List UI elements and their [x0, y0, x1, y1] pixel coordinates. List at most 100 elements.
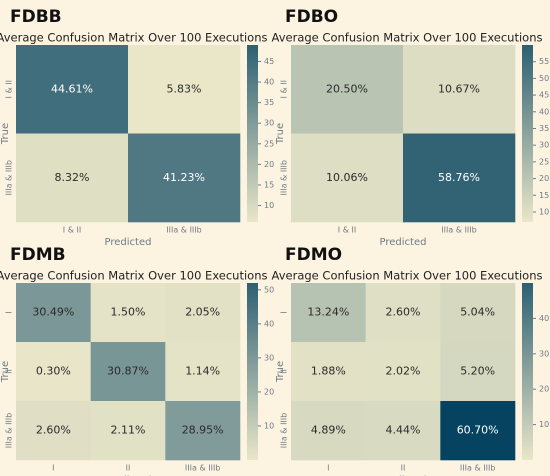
- panel: FDBO Average Confusion Matrix Over 100 Ex…: [272, 7, 550, 248]
- heatmap-cell: [403, 133, 516, 223]
- y-tick-label: IIIa & IIIb: [5, 413, 14, 448]
- colorbar-tick-label: 50: [539, 74, 549, 83]
- heatmap-cell: [90, 342, 166, 402]
- value-label: 20.50%: [326, 82, 368, 95]
- heatmap-cell: [291, 401, 366, 461]
- heatmap-cell: [16, 45, 129, 134]
- y-axis-label: True: [0, 361, 11, 383]
- y-tick-label: II: [5, 369, 14, 374]
- colorbar: [247, 45, 258, 222]
- panel-label: FDMO: [285, 245, 342, 265]
- heatmap-cell: [165, 401, 241, 461]
- panel: FDMB Average Confusion Matrix Over 100 Ex…: [0, 245, 274, 476]
- heatmap-cell: [440, 283, 516, 343]
- heatmap-cell: [165, 283, 241, 343]
- colorbar-tick-label: 10: [264, 421, 274, 430]
- value-label: 0.30%: [36, 365, 71, 378]
- value-label: 8.32%: [55, 171, 90, 184]
- value-label: 1.14%: [185, 365, 220, 378]
- colorbar-tick-label: 25: [539, 157, 549, 166]
- colorbar: [522, 45, 533, 222]
- heatmap-cell: [365, 342, 441, 402]
- panel-label: FDMB: [10, 245, 66, 265]
- x-tick-label: II: [126, 464, 131, 473]
- value-label: 60.70%: [457, 424, 499, 437]
- x-axis-label: Predicted: [105, 237, 152, 248]
- value-label: 30.87%: [107, 365, 149, 378]
- colorbar-tick-label: 30: [264, 119, 274, 128]
- value-label: 2.60%: [386, 306, 421, 319]
- y-tick-label: IIIa & IIIb: [280, 160, 289, 195]
- colorbar: [247, 283, 258, 460]
- heatmap-cell: [128, 45, 241, 134]
- value-label: 1.88%: [311, 365, 346, 378]
- value-label: 2.11%: [111, 424, 146, 437]
- chart-title: Average Confusion Matrix Over 100 Execut…: [0, 269, 267, 283]
- colorbar-tick-label: 30: [539, 141, 549, 150]
- value-label: 1.50%: [111, 306, 146, 319]
- heatmap-cell: [16, 401, 91, 461]
- colorbar-tick-label: 10: [264, 201, 274, 210]
- colorbar-tick-label: 40: [539, 314, 549, 323]
- y-axis-label: True: [275, 361, 286, 383]
- panel-label: FDBB: [10, 7, 62, 27]
- colorbar-tick-label: 30: [264, 353, 274, 362]
- colorbar-tick-label: 45: [539, 91, 549, 100]
- colorbar-tick-label: 10: [539, 207, 549, 216]
- colorbar-tick-label: 20: [539, 385, 549, 394]
- value-label: 5.20%: [460, 365, 495, 378]
- heatmap-cell: [440, 342, 516, 402]
- x-axis-label: Predicted: [380, 237, 427, 248]
- heatmap-cell: [403, 45, 516, 134]
- panel: FDBB Average Confusion Matrix Over 100 Ex…: [0, 7, 274, 248]
- colorbar: [522, 283, 533, 460]
- value-label: 41.23%: [163, 171, 205, 184]
- chart-title: Average Confusion Matrix Over 100 Execut…: [272, 269, 543, 283]
- heatmap-cell: [16, 283, 91, 343]
- y-tick-label: IIIa & IIIb: [5, 160, 14, 195]
- colorbar-tick-label: 55: [539, 57, 549, 66]
- heatmap-cell: [440, 401, 516, 461]
- heatmap-cell: [291, 133, 404, 223]
- heatmap-cell: [16, 342, 91, 402]
- value-label: 5.04%: [460, 306, 495, 319]
- y-tick-label: I & II: [280, 80, 289, 98]
- colorbar-tick-label: 35: [264, 98, 274, 107]
- colorbar-tick-label: 20: [264, 387, 274, 396]
- x-tick-label: IIIa & IIIb: [460, 464, 495, 473]
- value-label: 30.49%: [32, 306, 74, 319]
- y-tick-label: I: [5, 311, 14, 313]
- chart-title: Average Confusion Matrix Over 100 Execut…: [0, 31, 267, 45]
- y-tick-label: I & II: [5, 80, 14, 98]
- colorbar-tick-label: 20: [539, 174, 549, 183]
- colorbar-tick-label: 15: [264, 180, 274, 189]
- value-label: 5.83%: [167, 82, 202, 95]
- colorbar-tick-label: 35: [539, 124, 549, 133]
- value-label: 58.76%: [438, 171, 480, 184]
- value-label: 13.24%: [307, 306, 349, 319]
- y-tick-label: II: [280, 369, 289, 374]
- colorbar-tick-label: 45: [264, 57, 274, 66]
- x-tick-label: II: [401, 464, 406, 473]
- value-label: 2.05%: [185, 306, 220, 319]
- heatmap-cell: [165, 342, 241, 402]
- colorbar-tick-label: 30: [539, 349, 549, 358]
- colorbar-tick-label: 25: [264, 139, 274, 148]
- colorbar-tick-label: 15: [539, 191, 549, 200]
- value-label: 4.89%: [311, 424, 346, 437]
- y-axis-label: True: [275, 123, 286, 145]
- value-label: 44.61%: [51, 82, 93, 95]
- heatmap-cell: [291, 45, 404, 134]
- value-label: 28.95%: [182, 424, 224, 437]
- value-label: 10.06%: [326, 171, 368, 184]
- x-tick-label: IIIa & IIIb: [166, 226, 201, 235]
- colorbar-tick-label: 20: [264, 160, 274, 169]
- y-tick-label: I: [280, 311, 289, 313]
- heatmap-cell: [90, 283, 166, 343]
- colorbar-tick-label: 40: [264, 319, 274, 328]
- panel: FDMO Average Confusion Matrix Over 100 Ex…: [272, 245, 550, 476]
- value-label: 2.60%: [36, 424, 71, 437]
- value-label: 2.02%: [386, 365, 421, 378]
- heatmap-cell: [16, 133, 129, 223]
